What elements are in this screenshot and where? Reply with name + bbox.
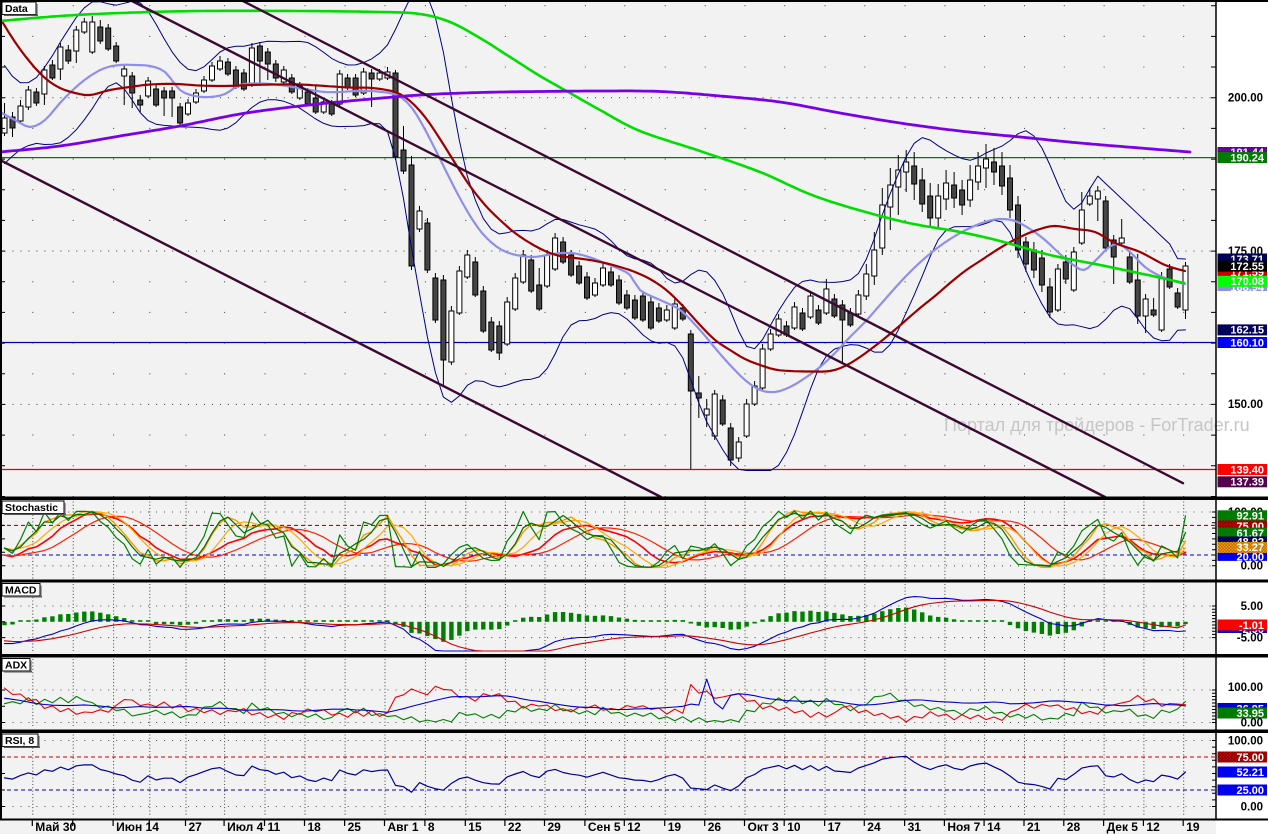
svg-text:92.91: 92.91 [1236, 511, 1264, 523]
svg-text:25: 25 [348, 820, 362, 834]
svg-text:RSI, 8: RSI, 8 [5, 735, 34, 747]
svg-text:17: 17 [828, 820, 842, 834]
svg-text:75.00: 75.00 [1236, 752, 1264, 764]
svg-text:Июл 4: Июл 4 [227, 820, 264, 834]
svg-text:Stochastic: Stochastic [5, 502, 58, 514]
svg-text:21: 21 [1027, 820, 1041, 834]
svg-text:20.00: 20.00 [1236, 552, 1264, 564]
svg-text:25.00: 25.00 [1236, 785, 1264, 797]
svg-text:160.10: 160.10 [1230, 337, 1264, 349]
svg-text:33.27: 33.27 [1236, 542, 1264, 554]
svg-text:MACD: MACD [5, 585, 37, 597]
svg-text:Июн 14: Июн 14 [116, 820, 159, 834]
svg-text:Сен 5: Сен 5 [588, 820, 621, 834]
svg-text:12: 12 [627, 820, 641, 834]
svg-text:29: 29 [548, 820, 562, 834]
svg-text:28: 28 [1067, 820, 1081, 834]
svg-text:27: 27 [189, 820, 203, 834]
svg-text:Data: Data [5, 3, 28, 15]
svg-text:137.39: 137.39 [1230, 477, 1264, 489]
svg-text:52.21: 52.21 [1236, 767, 1264, 779]
svg-text:139.40: 139.40 [1230, 464, 1264, 476]
svg-text:Портал для трейдеров - ForTrad: Портал для трейдеров - ForTrader.ru [944, 415, 1250, 435]
svg-text:Май 30: Май 30 [35, 820, 76, 834]
svg-text:18: 18 [308, 820, 322, 834]
svg-text:Ноя 7: Ноя 7 [947, 820, 980, 834]
svg-text:26: 26 [708, 820, 722, 834]
svg-text:Авг 1: Авг 1 [388, 820, 419, 834]
svg-text:-5.00: -5.00 [1237, 632, 1263, 644]
svg-text:22: 22 [508, 820, 522, 834]
svg-text:12: 12 [1146, 820, 1160, 834]
svg-text:0.00: 0.00 [1241, 717, 1263, 729]
svg-text:Дек 5: Дек 5 [1107, 820, 1139, 834]
svg-text:5.00: 5.00 [1241, 601, 1263, 613]
svg-text:162.15: 162.15 [1230, 325, 1264, 337]
svg-text:11: 11 [268, 820, 281, 834]
svg-text:0.00: 0.00 [1241, 801, 1263, 813]
svg-text:150.00: 150.00 [1228, 399, 1263, 411]
svg-text:14: 14 [987, 820, 1001, 834]
svg-text:19: 19 [1186, 820, 1200, 834]
svg-text:0.00: 0.00 [1241, 561, 1263, 573]
svg-text:Окт 3: Окт 3 [748, 820, 780, 834]
svg-text:8: 8 [428, 820, 435, 834]
svg-text:170.08: 170.08 [1230, 276, 1264, 288]
svg-text:ADX: ADX [5, 660, 27, 672]
svg-text:172.55: 172.55 [1230, 261, 1264, 273]
svg-text:31: 31 [908, 820, 922, 834]
svg-text:190.24: 190.24 [1230, 152, 1265, 164]
svg-text:19: 19 [668, 820, 682, 834]
svg-text:24: 24 [867, 820, 881, 834]
svg-text:100.00: 100.00 [1228, 735, 1263, 747]
svg-text:100.00: 100.00 [1228, 682, 1263, 694]
svg-text:10: 10 [787, 820, 801, 834]
svg-text:200.00: 200.00 [1228, 93, 1263, 105]
svg-text:-1.01: -1.01 [1239, 620, 1264, 632]
svg-text:33.95: 33.95 [1236, 708, 1264, 720]
svg-text:15: 15 [468, 820, 482, 834]
